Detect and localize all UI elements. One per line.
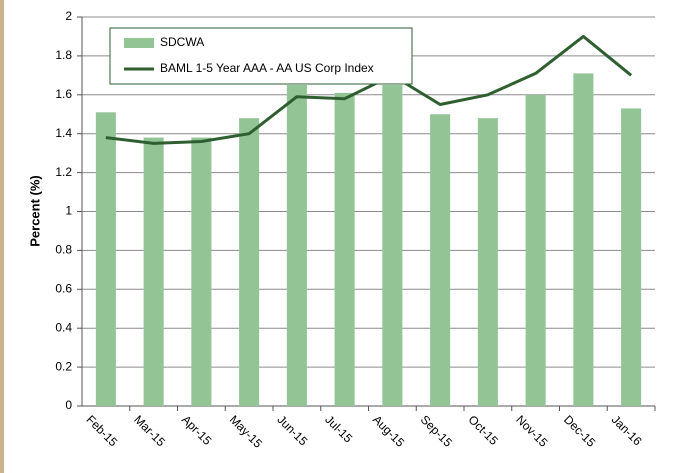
x-tick-label: Dec-15 [561,412,598,449]
legend-swatch [124,38,154,48]
y-tick-label: 0.2 [55,359,72,373]
x-tick-label: Jan-16 [609,412,645,448]
x-tick-label: Apr-15 [179,412,215,448]
bar [239,118,260,406]
left-border [0,0,4,473]
bar [95,112,116,407]
x-tick-label: Jul-15 [322,412,355,445]
line [105,34,633,145]
legend-label: BAML 1-5 Year AAA - AA US Corp Index [160,61,374,75]
y-tick-label: 1.8 [55,48,72,62]
y-axis-title: Percent (%) [27,175,42,247]
bar [430,114,451,406]
bar [477,118,498,406]
bar [334,92,355,406]
bar [143,137,164,406]
y-tick-label: 0.8 [55,243,72,257]
bar [525,94,546,407]
bar [191,137,212,406]
x-tick-label: Oct-15 [466,412,502,448]
bar [286,85,307,406]
legend-box [109,27,413,85]
x-tick-label: Aug-15 [370,412,407,449]
x-tick-label: Feb-15 [84,412,121,449]
bar [573,73,594,406]
x-tick-label: May-15 [227,412,265,450]
x-tick-label: Sep-15 [418,412,455,449]
legend-label: SDCWA [160,35,204,49]
y-tick-label: 1.4 [55,126,72,140]
y-tick-label: 0 [65,398,72,412]
y-tick-label: 1.6 [55,87,72,101]
x-tick-label: Jun-15 [275,412,311,448]
x-tick-label: Nov-15 [513,412,550,449]
x-tick-label: Mar-15 [131,412,168,449]
y-tick-label: 0.4 [55,320,72,334]
y-tick-label: 0.6 [55,281,72,295]
y-tick-label: 2 [65,9,72,23]
bar [382,85,403,406]
y-tick-label: 1.2 [55,165,72,179]
y-tick-label: 1 [65,204,72,218]
bar [621,108,642,406]
